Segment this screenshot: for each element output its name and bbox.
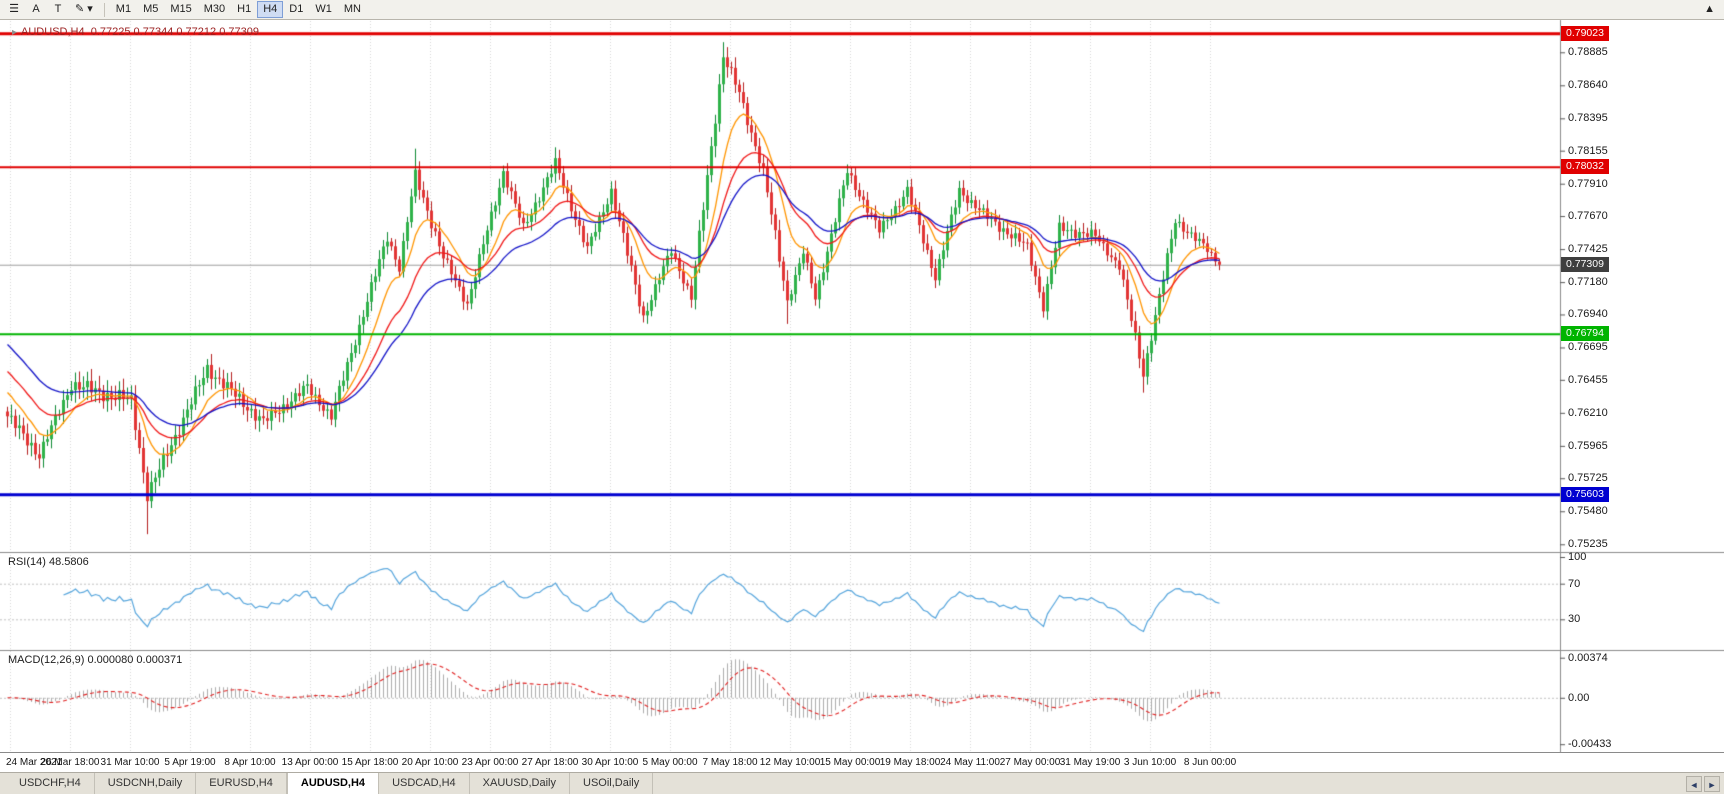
- toolbar-separator: [103, 2, 105, 17]
- time-axis-label: 24 May 11:00: [940, 757, 1000, 768]
- time-axis-label: 7 May 18:00: [702, 757, 758, 768]
- price-axis-label: 0.76210: [1568, 406, 1608, 419]
- price-axis-label: 0.78395: [1568, 112, 1608, 125]
- price-axis-label: 0.77180: [1568, 276, 1608, 289]
- price-axis-label: 0.75235: [1568, 538, 1608, 551]
- macd-axis-label: 0.00: [1568, 691, 1590, 704]
- current-price-label: 0.77309: [1561, 256, 1609, 272]
- time-axis-label: 31 Mar 10:00: [100, 757, 160, 768]
- time-axis-label: 5 May 00:00: [642, 757, 698, 768]
- time-axis-label: 24 Mar 2021: [6, 757, 63, 768]
- tab-xauusd-daily[interactable]: XAUUSD,Daily: [470, 773, 570, 794]
- timeframe-m30-button[interactable]: M30: [198, 1, 231, 18]
- price-scale[interactable]: 0.78885 0.78640 0.78395 0.78155 0.77910 0.776…: [1560, 20, 1724, 752]
- tab-audusd-h4[interactable]: AUDUSD,H4: [286, 773, 380, 794]
- hline-label-078032: 0.78032: [1561, 159, 1609, 175]
- tab-eurusd-h4[interactable]: EURUSD,H4: [196, 773, 287, 794]
- symbol-title-text: AUDUSD,H4: [21, 26, 85, 38]
- time-axis[interactable]: 24 Mar 2021 26 Mar 18:00 31 Mar 10:00 5 Apr…: [0, 752, 1724, 772]
- rsi-axis-label: 30: [1568, 613, 1581, 626]
- time-axis-label: 31 May 19:00: [1059, 757, 1121, 768]
- text-tool-button[interactable]: T: [47, 1, 69, 18]
- price-axis-label: 0.78640: [1568, 79, 1608, 92]
- timeframe-m15-button[interactable]: M15: [164, 1, 197, 18]
- tab-usdcnh-daily[interactable]: USDCNH,Daily: [95, 773, 197, 794]
- time-axis-label: 26 Mar 18:00: [40, 757, 100, 768]
- time-axis-label: 15 Apr 18:00: [341, 757, 399, 768]
- cursor-mode-button[interactable]: A: [25, 1, 47, 18]
- tab-usoil-daily[interactable]: USOil,Daily: [570, 773, 654, 794]
- price-axis-label: 0.75480: [1568, 505, 1608, 518]
- timeframe-m1-button[interactable]: M1: [110, 1, 137, 18]
- price-axis-label: 0.77670: [1568, 210, 1608, 223]
- chart-shift-marker-icon: ▸: [12, 27, 18, 38]
- tab-usdcad-h4[interactable]: USDCAD,H4: [379, 773, 470, 794]
- price-axis-label: 0.77425: [1568, 243, 1608, 256]
- time-axis-label: 8 Jun 00:00: [1183, 757, 1237, 768]
- time-axis-label: 12 May 10:00: [759, 757, 821, 768]
- time-axis-label: 27 May 00:00: [999, 757, 1061, 768]
- symbol-title: ▸ AUDUSD,H4 0.77225 0.77344 0.77212 0.773…: [12, 26, 259, 38]
- time-axis-label: 23 Apr 00:00: [461, 757, 519, 768]
- charts-list-icon: ☰: [9, 3, 19, 15]
- rsi-indicator-label: RSI(14) 48.5806: [8, 556, 89, 568]
- timeframe-d1-button[interactable]: D1: [283, 1, 309, 18]
- price-axis-label: 0.78155: [1568, 144, 1608, 157]
- draw-tool-icon: ✎ ▾: [75, 3, 93, 15]
- price-axis-label: 0.75965: [1568, 439, 1608, 452]
- hline-label-075603: 0.75603: [1561, 486, 1609, 502]
- macd-axis-label: 0.00374: [1568, 651, 1608, 664]
- toolbar: ☰ A T ✎ ▾ M1 M5 M15 M30 H1 H4 D1 W1 MN ▲: [0, 0, 1724, 20]
- macd-indicator-label: MACD(12,26,9) 0.000080 0.000371: [8, 654, 183, 666]
- timeframe-m5-button[interactable]: M5: [137, 1, 164, 18]
- time-axis-label: 19 May 18:00: [879, 757, 941, 768]
- draw-tool-button[interactable]: ✎ ▾: [69, 1, 99, 18]
- charts-list-button[interactable]: ☰: [3, 1, 25, 18]
- timeframe-h4-button[interactable]: H4: [257, 1, 284, 18]
- price-axis-label: 0.77910: [1568, 177, 1608, 190]
- price-axis-label: 0.76455: [1568, 373, 1608, 386]
- time-axis-label: 30 Apr 10:00: [581, 757, 639, 768]
- chart-tab-bar: USDCHF,H4 USDCNH,Daily EURUSD,H4 AUDUSD,H4 U…: [0, 772, 1724, 794]
- price-axis-label: 0.76940: [1568, 308, 1608, 321]
- time-axis-label: 13 Apr 00:00: [281, 757, 339, 768]
- time-axis-label: 8 Apr 10:00: [224, 757, 276, 768]
- timeframe-mn-button[interactable]: MN: [338, 1, 367, 18]
- toolbar-collapse-button[interactable]: ▲: [1698, 1, 1721, 18]
- price-axis-label: 0.75725: [1568, 472, 1608, 485]
- price-axis-label: 0.76695: [1568, 341, 1608, 354]
- tab-usdchf-h4[interactable]: USDCHF,H4: [6, 773, 95, 794]
- time-axis-label: 3 Jun 10:00: [1123, 757, 1177, 768]
- time-axis-label: 27 Apr 18:00: [521, 757, 579, 768]
- rsi-axis-label: 100: [1568, 551, 1587, 563]
- tab-scroll-left-button[interactable]: ◄: [1686, 775, 1702, 792]
- cursor-mode-icon: A: [32, 3, 40, 15]
- text-tool-icon: T: [54, 3, 62, 15]
- price-axis-label: 0.78885: [1568, 46, 1608, 59]
- timeframe-h1-button[interactable]: H1: [231, 1, 257, 18]
- hline-label-079023: 0.79023: [1561, 25, 1609, 41]
- timeframe-w1-button[interactable]: W1: [309, 1, 338, 18]
- tab-scroll-right-button[interactable]: ►: [1704, 775, 1720, 792]
- time-axis-label: 20 Apr 10:00: [401, 757, 459, 768]
- hline-label-076794: 0.76794: [1561, 326, 1609, 342]
- macd-axis-label: -0.00433: [1568, 738, 1612, 751]
- symbol-ohlc-text: 0.77225 0.77344 0.77212 0.77309: [90, 26, 259, 38]
- rsi-axis-label: 70: [1568, 577, 1581, 590]
- time-axis-label: 15 May 00:00: [819, 757, 881, 768]
- time-axis-label: 5 Apr 19:00: [164, 757, 216, 768]
